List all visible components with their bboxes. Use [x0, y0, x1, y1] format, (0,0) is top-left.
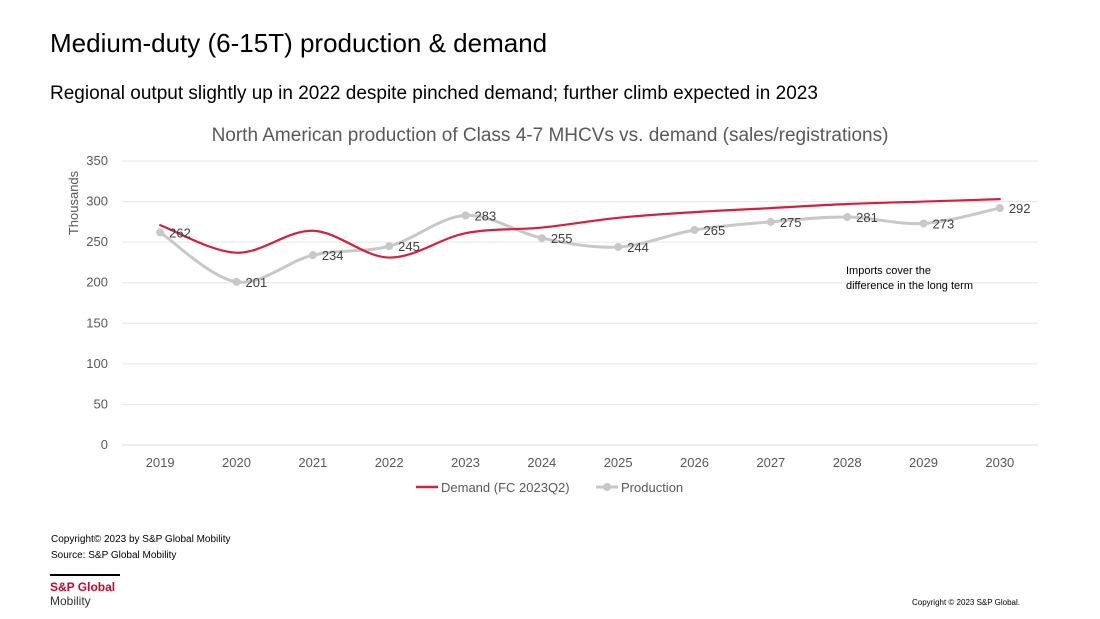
series-line-demand	[159, 198, 1001, 259]
data-label-production: 255	[551, 231, 573, 246]
annotation-line-1: Imports cover the	[846, 265, 931, 277]
line-chart: North American production of Class 4-7 M…	[66, 125, 1038, 495]
y-tick-label: 300	[86, 194, 108, 209]
y-tick-label: 350	[86, 153, 108, 168]
data-label-production: 281	[856, 210, 878, 225]
data-point-production	[537, 234, 546, 243]
y-tick-label: 50	[94, 396, 108, 411]
data-label-production: 262	[169, 225, 191, 240]
y-axis-ticks: 0 50 100 150 200 250 300 350	[86, 153, 108, 452]
data-labels: 262 201 234 245 283 255 244 265 275 281 273 292	[169, 201, 1030, 290]
x-tick-label: 2027	[756, 455, 785, 470]
x-tick-label: 2028	[833, 455, 862, 470]
x-tick-label: 2026	[680, 455, 709, 470]
data-point-production	[461, 211, 470, 220]
x-tick-label: 2023	[451, 455, 480, 470]
sp-global-logo: S&P Global Mobility	[50, 574, 120, 608]
data-label-production: 201	[246, 275, 268, 290]
x-tick-label: 2025	[604, 455, 633, 470]
data-label-production: 292	[1009, 201, 1031, 216]
data-label-production: 275	[780, 215, 802, 230]
data-point-production	[385, 242, 394, 251]
x-tick-label: 2019	[146, 455, 175, 470]
gridlines	[122, 160, 1038, 446]
legend-production-marker	[603, 483, 611, 491]
data-label-production: 265	[704, 223, 726, 238]
y-tick-label: 200	[86, 275, 108, 290]
y-tick-label: 250	[86, 234, 108, 249]
data-point-production	[690, 225, 699, 234]
data-label-production: 273	[933, 216, 955, 231]
series	[156, 198, 1004, 286]
data-point-production	[308, 251, 317, 260]
y-tick-label: 150	[86, 315, 108, 330]
data-label-production: 245	[398, 239, 420, 254]
x-tick-label: 2020	[222, 455, 251, 470]
logo-rule	[50, 574, 120, 576]
data-point-production	[995, 204, 1004, 213]
source-line: Source: S&P Global Mobility	[51, 550, 177, 561]
data-point-production	[156, 228, 165, 237]
copyright-block: Copyright© 2023 by S&P Global Mobility S…	[51, 532, 231, 564]
legend: Demand (FC 2023Q2) Production	[416, 480, 683, 495]
data-label-production: 244	[627, 240, 649, 255]
y-tick-label: 0	[101, 437, 108, 452]
chart-title: North American production of Class 4-7 M…	[212, 125, 889, 146]
y-axis-label: Thousands	[66, 170, 81, 235]
annotation-line-2: difference in the long term	[846, 280, 973, 292]
y-tick-label: 100	[86, 356, 108, 371]
x-tick-label: 2024	[527, 455, 556, 470]
copyright-line: Copyright© 2023 by S&P Global Mobility	[51, 534, 231, 545]
x-tick-label: 2029	[909, 455, 938, 470]
x-tick-label: 2022	[375, 455, 404, 470]
data-point-production	[232, 277, 241, 286]
data-label-production: 234	[322, 248, 344, 263]
x-axis-ticks: 2019 2020 2021 2022 2023 2024 2025 2026 2027 2028…	[146, 455, 1015, 470]
data-point-production	[843, 212, 852, 221]
footer-copyright: Copyright © 2023 S&P Global.	[911, 598, 1020, 607]
x-tick-label: 2030	[985, 455, 1014, 470]
data-point-production	[614, 243, 623, 252]
slide-title: Medium-duty (6-15T) production & demand	[50, 28, 548, 58]
data-point-production	[919, 219, 928, 228]
legend-demand-label: Demand (FC 2023Q2)	[441, 480, 570, 495]
logo-sub: Mobility	[50, 594, 91, 608]
slide-subtitle: Regional output slightly up in 2022 desp…	[50, 83, 818, 104]
legend-production-label: Production	[621, 480, 683, 495]
data-label-production: 283	[475, 208, 497, 223]
logo-brand: S&P Global	[50, 580, 116, 594]
x-tick-label: 2021	[298, 455, 327, 470]
data-point-production	[766, 217, 775, 226]
